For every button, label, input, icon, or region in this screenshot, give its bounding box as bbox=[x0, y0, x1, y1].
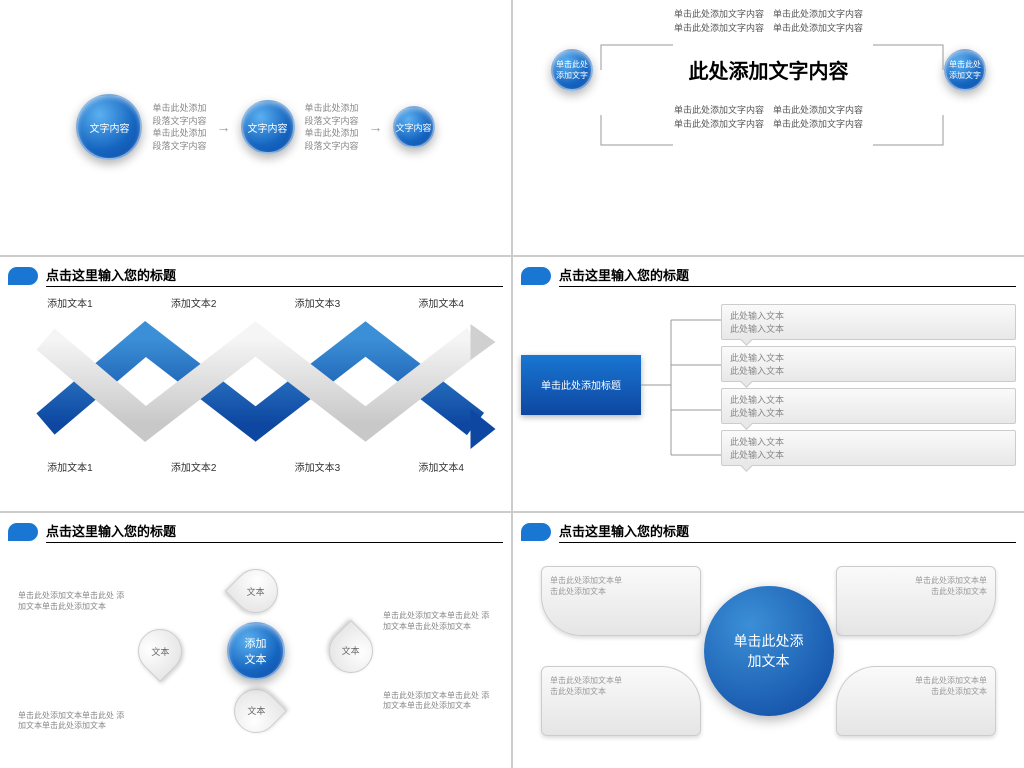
slide-grid: 文字内容 单击此处添加段落文字内容单击此处添加段落文字内容 → 文字内容 单击此… bbox=[0, 0, 1024, 768]
zigzag-chart bbox=[8, 314, 503, 454]
slide-title: 点击这里输入您的标题 bbox=[46, 521, 503, 543]
annot-br: 单击此处添加文本单击此处 添加文本单击此处添加文本 bbox=[383, 691, 493, 712]
center-circle: 单击此处添 加文本 bbox=[704, 586, 834, 716]
slide-title: 点击这里输入您的标题 bbox=[46, 265, 503, 287]
annot-bl: 单击此处添加文本单击此处 添加文本单击此处添加文本 bbox=[18, 711, 128, 732]
quad-box-tl: 单击此处添加文本单 击此处添加文本 bbox=[541, 566, 701, 636]
slide-1: 文字内容 单击此处添加段落文字内容单击此处添加段落文字内容 → 文字内容 单击此… bbox=[0, 0, 511, 255]
leaf-3: 此处输入文本此处输入文本 bbox=[721, 388, 1016, 424]
slide-3: 点击这里输入您的标题 添加文本1添加文本2添加文本3添加文本4 添加文本1添加文… bbox=[0, 257, 511, 512]
quad-box-bl: 单击此处添加文本单 击此处添加文本 bbox=[541, 666, 701, 736]
annot-tl: 单击此处添加文本单击此处 添加文本单击此处添加文本 bbox=[18, 591, 128, 612]
top-text: 单击此处添加文字内容 单击此处添加文字内容 单击此处添加文字内容 单击此处添加文… bbox=[521, 8, 1016, 35]
node-right: 单击此处 添加文字 bbox=[944, 49, 986, 91]
slide-4: 点击这里输入您的标题 单击此处添加标题 此处输入文本此处输入文本 此处输入文本此… bbox=[513, 257, 1024, 512]
title-pill bbox=[8, 267, 38, 285]
orb-1: 文字内容 bbox=[76, 94, 142, 160]
center-orb: 添加 文本 bbox=[227, 622, 285, 680]
slide-2: 单击此处添加文字内容 单击此处添加文字内容 单击此处添加文字内容 单击此处添加文… bbox=[513, 0, 1024, 255]
quad-box-tr: 单击此处添加文本单 击此处添加文本 bbox=[836, 566, 996, 636]
node-left: 单击此处 添加文字 bbox=[551, 49, 593, 91]
annot-tr: 单击此处添加文本单击此处 添加文本单击此处添加文本 bbox=[383, 611, 493, 632]
petal-top: 文本 bbox=[224, 560, 286, 622]
leaf-1: 此处输入文本此处输入文本 bbox=[721, 304, 1016, 340]
petal-left: 文本 bbox=[129, 620, 191, 682]
orb-3: 文字内容 bbox=[393, 106, 435, 148]
top-labels: 添加文本1添加文本2添加文本3添加文本4 bbox=[8, 295, 503, 310]
petal-bottom: 文本 bbox=[224, 680, 286, 742]
title-pill bbox=[521, 267, 551, 285]
arrow-icon: → bbox=[217, 119, 231, 135]
slide-5: 点击这里输入您的标题 文本 文本 文本 文本 添加 文本 单击此处添加文本单击此… bbox=[0, 513, 511, 768]
petal-right: 文本 bbox=[320, 620, 382, 682]
bottom-labels: 添加文本1添加文本2添加文本3添加文本4 bbox=[8, 459, 503, 474]
tree-leaves: 此处输入文本此处输入文本 此处输入文本此处输入文本 此处输入文本此处输入文本 此… bbox=[721, 304, 1016, 466]
orb-2-text: 单击此处添加段落文字内容单击此处添加段落文字内容 bbox=[305, 102, 359, 152]
slide-title: 点击这里输入您的标题 bbox=[559, 521, 1016, 543]
bottom-text: 单击此处添加文字内容 单击此处添加文字内容 单击此处添加文字内容 单击此处添加文… bbox=[521, 104, 1016, 131]
tree-connectors bbox=[641, 295, 721, 475]
title-pill bbox=[521, 523, 551, 541]
arrow-icon: → bbox=[369, 119, 383, 135]
leaf-2: 此处输入文本此处输入文本 bbox=[721, 346, 1016, 382]
orb-2: 文字内容 bbox=[241, 100, 295, 154]
slide-title: 点击这里输入您的标题 bbox=[559, 265, 1016, 287]
tree-root: 单击此处添加标题 bbox=[521, 355, 641, 415]
quad-box-br: 单击此处添加文本单 击此处添加文本 bbox=[836, 666, 996, 736]
orb-1-text: 单击此处添加段落文字内容单击此处添加段落文字内容 bbox=[152, 102, 206, 152]
center-title: 此处添加文字内容 bbox=[689, 55, 849, 84]
title-pill bbox=[8, 523, 38, 541]
leaf-4: 此处输入文本此处输入文本 bbox=[721, 430, 1016, 466]
slide-6: 点击这里输入您的标题 单击此处添加文本单 击此处添加文本 单击此处添加文本单 击… bbox=[513, 513, 1024, 768]
